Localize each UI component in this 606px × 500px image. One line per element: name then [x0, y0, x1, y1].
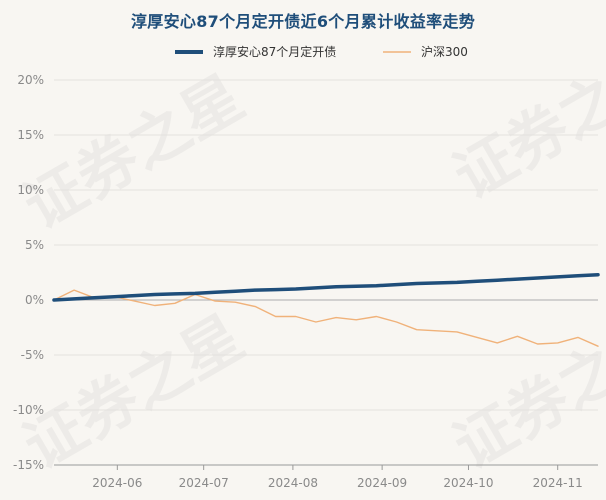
- x-tick-label: 2024-07: [179, 476, 229, 490]
- y-tick-label: 10%: [17, 183, 44, 197]
- x-tick-label: 2024-10: [443, 476, 493, 490]
- chart-title: 淳厚安心87个月定开债近6个月累计收益率走势: [131, 12, 475, 31]
- legend-label-series-1: 淳厚安心87个月定开债: [213, 44, 336, 59]
- x-tick-label: 2024-06: [92, 476, 142, 490]
- legend-label-series-2: 沪深300: [421, 45, 468, 59]
- y-tick-label: -5%: [21, 348, 44, 362]
- series-line-csi300: [53, 289, 599, 347]
- watermark-text: 证券之星: [443, 32, 606, 213]
- legend: 淳厚安心87个月定开债 沪深300: [175, 44, 468, 59]
- y-tick-label: -15%: [13, 458, 44, 472]
- series-layer: [52, 272, 600, 347]
- y-axis-ticks: 20% 15% 10% 5% 0% -5% -10% -15%: [13, 73, 44, 472]
- x-tick-label: 2024-08: [268, 476, 318, 490]
- x-tick-label: 2024-09: [357, 476, 407, 490]
- x-tick-label: 2024-11: [533, 476, 583, 490]
- series-line-fund: [52, 272, 600, 302]
- watermark-text: 证券之星: [13, 62, 256, 243]
- x-axis-ticks: 2024-06 2024-07 2024-08 2024-09 2024-10 2024-…: [54, 464, 598, 490]
- y-tick-label: 15%: [17, 128, 44, 142]
- y-tick-label: 20%: [17, 73, 44, 87]
- watermark-text: 证券之星: [13, 302, 256, 483]
- y-tick-label: -10%: [13, 403, 44, 417]
- y-tick-label: 5%: [25, 238, 44, 252]
- watermark-layer: 证券之星 证券之星 证券之星 证券之星: [13, 32, 606, 483]
- y-tick-label: 0%: [25, 293, 44, 307]
- watermark-text: 证券之星: [443, 302, 606, 483]
